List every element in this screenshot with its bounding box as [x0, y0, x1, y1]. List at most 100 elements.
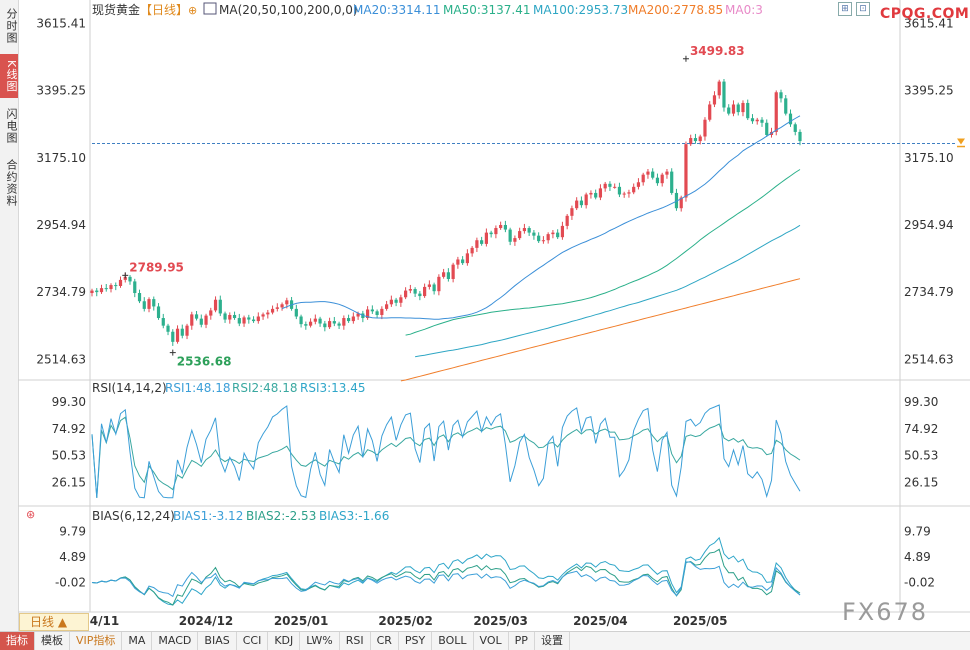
candle-body [327, 321, 332, 328]
toolbar-item-14[interactable]: PP [509, 632, 535, 650]
xtick-4: 2025/03 [473, 614, 527, 628]
rsi-ytick-left-0: 99.30 [52, 395, 86, 409]
period-dropdown-icon: ⊕ [188, 4, 197, 17]
candle-body [175, 328, 180, 342]
rsi1-line [91, 404, 801, 499]
candle-body [665, 171, 669, 175]
ytick-left-2: 3175.10 [36, 151, 86, 165]
toolbar-item-8[interactable]: LW% [300, 632, 340, 650]
candle-body [432, 284, 436, 292]
candle-body [380, 308, 384, 315]
ma-settings-icon [203, 2, 217, 15]
toolbar-item-9[interactable]: RSI [340, 632, 371, 650]
tab-kline[interactable]: K线图 [0, 54, 18, 98]
candle-body [304, 324, 308, 326]
xtick-1: 2024/12 [179, 614, 233, 628]
candle-body [722, 81, 726, 108]
toolbar-item-10[interactable]: CR [371, 632, 399, 650]
candle-body [774, 92, 778, 132]
candle-body [617, 186, 622, 195]
period-selector[interactable]: 日线 ▲ [19, 613, 89, 631]
candle-body [375, 311, 379, 315]
candle-body [204, 315, 208, 325]
toolbar-item-6[interactable]: CCI [237, 632, 269, 650]
candle-body [741, 102, 745, 113]
candle-body [223, 313, 227, 320]
rsi3-legend: RSI3:13.45 [300, 381, 366, 395]
toolbar-item-15[interactable]: 设置 [535, 632, 570, 650]
candle-body [142, 301, 146, 309]
candle-body [365, 309, 370, 319]
candle-body [99, 288, 104, 293]
candle-body [627, 192, 631, 194]
toolbar-item-13[interactable]: VOL [474, 632, 509, 650]
fullscreen-icon[interactable]: ⊞ [838, 2, 852, 16]
candle-body [480, 240, 484, 244]
bias-ytick-left-2: -0.02 [55, 576, 86, 590]
candle-body [522, 228, 527, 232]
toolbar-item-2[interactable]: VIP指标 [70, 632, 123, 650]
candle-body [703, 119, 707, 137]
candle-body [389, 299, 393, 305]
candle-body [551, 232, 555, 235]
ytick-right-5: 2514.63 [904, 352, 954, 366]
candle-body [318, 318, 322, 324]
ytick-right-1: 3395.25 [904, 84, 954, 98]
candle-body [451, 264, 455, 279]
rsi-ytick-right-3: 26.15 [904, 475, 938, 489]
candle-body [684, 144, 688, 198]
candle-body [655, 177, 660, 184]
ma50-line [405, 169, 801, 336]
toolbar-item-11[interactable]: PSY [399, 632, 433, 650]
toolbar-item-4[interactable]: MACD [152, 632, 199, 650]
settings-grid-icon[interactable]: ⊡ [856, 2, 870, 16]
candle-body [213, 299, 218, 311]
toolbar-item-7[interactable]: KDJ [268, 632, 301, 650]
ytick-left-3: 2954.94 [36, 218, 86, 232]
bias2-legend: BIAS2:-2.53 [246, 509, 316, 523]
left-tab-bar: 分时图 K线图 闪电图 合约资料 [0, 0, 19, 631]
rsi-ytick-right-0: 99.30 [904, 395, 938, 409]
toolbar-item-12[interactable]: BOLL [432, 632, 474, 650]
candle-body [532, 232, 536, 236]
candle-body [503, 224, 507, 230]
candle-body [798, 131, 802, 142]
ytick-right-4: 2734.79 [904, 285, 954, 299]
toolbar-item-0[interactable]: 指标 [0, 632, 35, 650]
tab-timeshare[interactable]: 分时图 [5, 8, 18, 44]
candle-body [114, 285, 118, 287]
candle-body [137, 293, 142, 302]
candle-body [465, 253, 469, 264]
candle-body [123, 276, 127, 280]
bias-ytick-left-0: 9.79 [59, 525, 86, 539]
tab-contract-info[interactable]: 合约资料 [5, 159, 18, 207]
bias-ytick-right-2: -0.02 [904, 576, 935, 590]
candle-body [385, 304, 389, 309]
candle-body [280, 304, 284, 308]
candle-body [228, 314, 232, 320]
tab-flash-chart[interactable]: 闪电图 [5, 108, 18, 144]
ytick-left-4: 2734.79 [36, 285, 86, 299]
rsi-ytick-left-3: 26.15 [52, 475, 86, 489]
toolbar-item-5[interactable]: BIAS [198, 632, 237, 650]
candle-body [332, 321, 336, 324]
candle-body [727, 107, 731, 114]
ytick-left-5: 2514.63 [36, 352, 86, 366]
candle-body [594, 192, 598, 198]
xtick-6: 2025/05 [673, 614, 727, 628]
candle-body [275, 307, 279, 309]
toolbar-item-3[interactable]: MA [122, 632, 153, 650]
candle-body [646, 171, 650, 175]
candle-body [765, 122, 769, 135]
candle-body [251, 319, 256, 322]
candle-body [712, 95, 717, 105]
candle-body [394, 299, 398, 303]
candle-body [589, 192, 593, 195]
xtick-5: 2025/04 [573, 614, 627, 628]
candle-body [218, 299, 222, 314]
price-chart: 3615.41 3615.41 3395.25 3395.25 3175.10 3175.… [18, 0, 970, 628]
candle-body [693, 138, 698, 142]
candle-body [608, 183, 612, 187]
toolbar-item-1[interactable]: 模板 [35, 632, 70, 650]
indicator-settings-icon: ⊛ [26, 508, 35, 521]
